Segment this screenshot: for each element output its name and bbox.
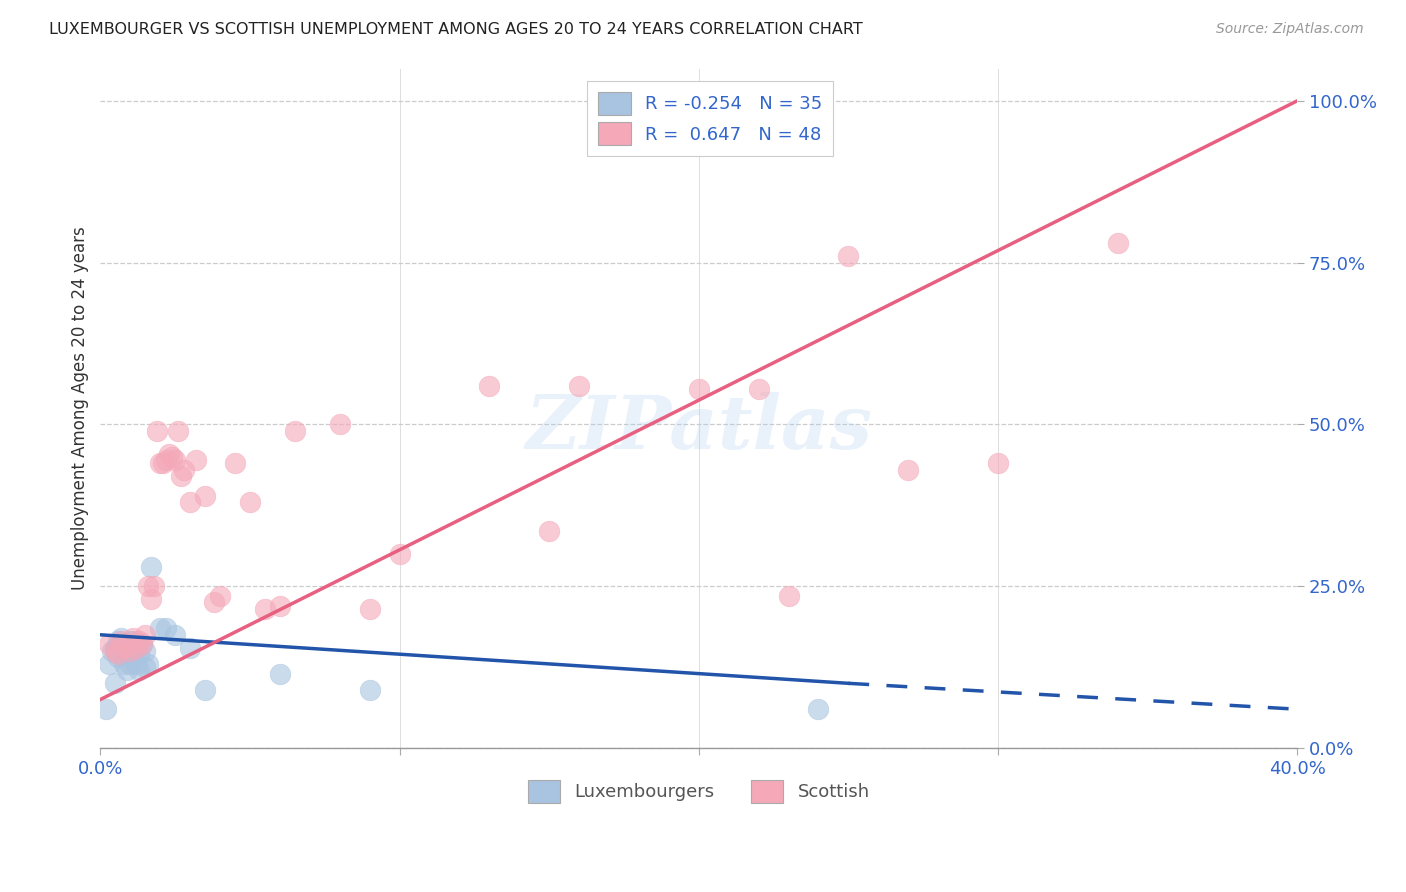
Point [359,602,381,616]
Point [134,644,156,658]
Point [173,463,195,477]
Point [284,424,307,438]
Point [131,638,153,652]
Point [329,417,352,432]
Point [160,450,183,464]
Point [478,378,501,392]
Point [837,249,859,263]
Text: ZIPatlas: ZIPatlas [526,392,872,465]
Point [143,579,166,593]
Point [122,631,145,645]
Point [149,456,172,470]
Point [388,547,411,561]
Point [128,634,150,648]
Point [125,657,148,671]
Point [897,463,920,477]
Point [125,638,148,652]
Point [98,657,121,671]
Point [253,602,276,616]
Point [131,638,153,652]
Point [117,647,139,661]
Point [748,382,770,396]
Point [269,666,291,681]
Point [110,647,132,661]
Point [165,628,187,642]
Point [96,702,118,716]
Point [125,640,148,655]
Point [157,446,180,460]
Point [110,634,132,648]
Point [184,453,207,467]
Point [141,559,163,574]
Point [104,676,127,690]
Point [170,469,193,483]
Point [104,640,127,655]
Point [146,424,169,438]
Text: LUXEMBOURGER VS SCOTTISH UNEMPLOYMENT AMONG AGES 20 TO 24 YEARS CORRELATION CHAR: LUXEMBOURGER VS SCOTTISH UNEMPLOYMENT AM… [49,22,863,37]
Point [112,640,135,655]
Point [134,628,156,642]
Text: Source: ZipAtlas.com: Source: ZipAtlas.com [1216,22,1364,37]
Point [107,650,129,665]
Point [120,644,142,658]
Point [538,524,561,539]
Point [152,456,174,470]
Point [179,640,201,655]
Point [136,579,159,593]
Point [122,634,145,648]
Legend: Luxembourgers, Scottish: Luxembourgers, Scottish [517,769,880,814]
Point [987,456,1010,470]
Point [224,456,246,470]
Point [112,638,135,652]
Point [155,453,177,467]
Point [120,657,142,671]
Point [194,682,217,697]
Point [179,495,201,509]
Point [122,650,145,665]
Point [136,657,159,671]
Point [141,592,163,607]
Point [120,634,142,648]
Point [120,640,142,655]
Point [98,638,121,652]
Point [568,378,591,392]
Point [202,595,225,609]
Point [110,631,132,645]
Point [112,657,135,671]
Point [778,589,800,603]
Point [117,638,139,652]
Point [104,644,127,658]
Point [239,495,262,509]
Point [688,382,710,396]
Point [269,599,291,613]
Point [149,621,172,635]
Point [1107,236,1129,251]
Point [208,589,231,603]
Point [107,647,129,661]
Point [155,621,177,635]
Point [117,664,139,678]
Y-axis label: Unemployment Among Ages 20 to 24 years: Unemployment Among Ages 20 to 24 years [72,227,89,591]
Point [807,702,830,716]
Point [134,660,156,674]
Point [194,489,217,503]
Point [359,682,381,697]
Point [165,453,187,467]
Point [101,644,124,658]
Point [107,634,129,648]
Point [167,424,190,438]
Point [128,647,150,661]
Point [128,664,150,678]
